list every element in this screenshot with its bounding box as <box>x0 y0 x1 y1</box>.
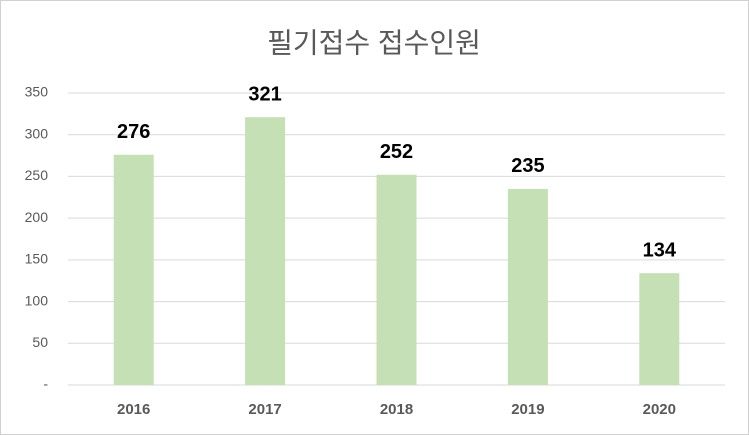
y-tick-label: 100 <box>25 292 49 308</box>
y-tick-label: 300 <box>25 125 49 141</box>
chart-title: 필기접수 접수인원 <box>267 27 481 58</box>
data-label: 321 <box>248 83 281 105</box>
bar <box>507 188 548 385</box>
y-tick-label: 350 <box>25 84 49 100</box>
bar <box>639 273 680 385</box>
x-tick-label: 2020 <box>643 401 676 418</box>
y-tick-label: 150 <box>25 251 49 267</box>
y-tick-label: 50 <box>32 334 48 350</box>
x-tick-label: 2019 <box>511 401 544 418</box>
data-label: 134 <box>643 239 677 261</box>
data-label: 252 <box>380 141 413 163</box>
x-tick-label: 2016 <box>117 401 150 418</box>
data-label: 235 <box>511 155 544 177</box>
x-tick-label: 2018 <box>380 401 413 418</box>
bar <box>376 174 417 385</box>
x-tick-label: 2017 <box>248 401 281 418</box>
y-tick-label: - <box>43 376 48 392</box>
bar <box>245 117 286 386</box>
data-label: 276 <box>117 121 150 143</box>
y-tick-label: 250 <box>25 167 49 183</box>
bar <box>113 154 154 385</box>
y-tick-label: 200 <box>25 209 49 225</box>
